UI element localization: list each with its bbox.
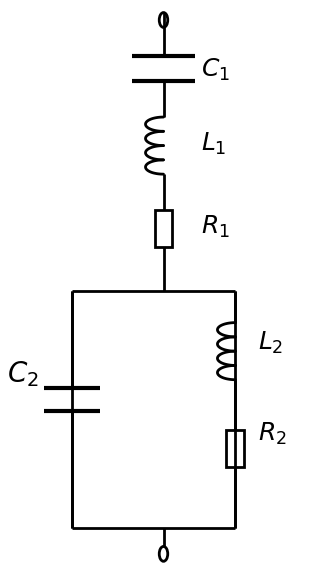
Text: $\mathit{C}_1$: $\mathit{C}_1$ (201, 57, 230, 83)
Bar (154, 210, 173, 247)
Text: $\mathit{C}_2$: $\mathit{C}_2$ (7, 359, 38, 389)
Bar (226, 429, 245, 467)
Text: $\mathit{L}_2$: $\mathit{L}_2$ (258, 329, 284, 356)
Text: $\mathit{R}_1$: $\mathit{R}_1$ (201, 214, 230, 240)
Text: $\mathit{R}_2$: $\mathit{R}_2$ (258, 421, 287, 447)
Text: $\mathit{L}_1$: $\mathit{L}_1$ (201, 131, 227, 157)
